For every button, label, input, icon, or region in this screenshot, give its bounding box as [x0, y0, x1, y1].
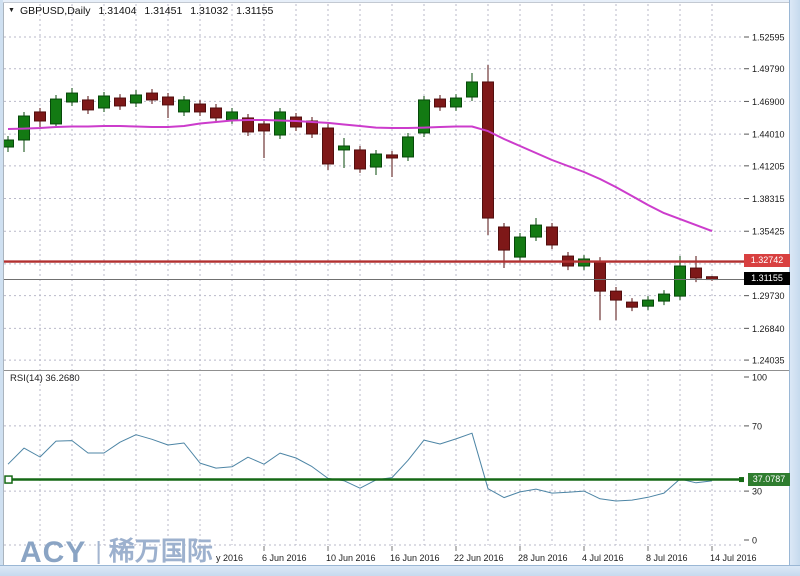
candle-body: [338, 145, 350, 151]
candle-body: [210, 107, 222, 119]
candle-body: [370, 153, 382, 168]
candle-body: [450, 97, 462, 108]
window-scroll-strip-right[interactable]: [789, 0, 800, 576]
date-axis-label: 14 Jul 2016: [710, 553, 757, 563]
rsi-axis-label: 30: [752, 487, 762, 497]
window-border-left: [0, 0, 3, 576]
candle-body: [34, 111, 46, 122]
candle-body: [514, 236, 526, 258]
candle-body: [82, 99, 94, 111]
candle-body: [466, 81, 478, 98]
chart-title: ▼ GBPUSD,Daily 1.31404 1.31451 1.31032 1.…: [8, 5, 278, 17]
price-axis-label: 1.41205: [752, 161, 785, 171]
candle-body: [2, 139, 14, 148]
candle-body: [194, 103, 206, 113]
candle-body: [418, 99, 430, 134]
candle-body: [386, 154, 398, 159]
date-axis-label: 10 Jun 2016: [326, 553, 376, 563]
date-axis-label: y 2016: [216, 553, 243, 563]
rsi-line: [7, 432, 713, 502]
candle-body: [690, 267, 702, 279]
price-axis-label: 1.35425: [752, 227, 785, 237]
candle-body: [594, 260, 606, 292]
logo-acy-text: ACY: [20, 536, 87, 569]
candle-body: [322, 127, 334, 165]
chevron-down-icon[interactable]: ▼: [8, 7, 15, 14]
broker-logo: ACY | 稀万国际: [20, 531, 213, 570]
rsi-hline-right-marker[interactable]: [739, 477, 744, 483]
symbol-timeframe: GBPUSD,Daily: [19, 5, 91, 17]
candle-body: [434, 98, 446, 108]
price-axis-label: 1.49790: [752, 64, 785, 74]
candle-body: [546, 226, 558, 246]
date-axis-label: 8 Jul 2016: [646, 553, 688, 563]
rsi-name: RSI(14): [10, 373, 43, 384]
price-axis-label: 1.44010: [752, 130, 785, 140]
candle-body: [354, 149, 366, 170]
candle-body: [162, 96, 174, 106]
rsi-indicator-label: RSI(14) 36.2680: [10, 373, 80, 384]
rsi-axis-label: 0: [752, 536, 757, 546]
date-axis-label: 6 Jun 2016: [262, 553, 307, 563]
rsi-level-badge: 37.0787: [748, 473, 790, 486]
candle-body: [674, 265, 686, 297]
window-scroll-strip-bottom[interactable]: [0, 565, 800, 576]
candle-body: [242, 117, 254, 133]
price-axis-label: 1.24035: [752, 356, 785, 366]
candle-body: [146, 92, 158, 101]
rsi-value: 36.2680: [45, 373, 80, 384]
candle-body: [274, 111, 286, 136]
candle-body: [626, 301, 638, 308]
candle-body: [258, 123, 270, 132]
rsi-hline-left-marker[interactable]: [4, 475, 13, 484]
candle-body: [98, 95, 110, 109]
date-axis-label: 4 Jul 2016: [582, 553, 624, 563]
price-axis-label: 1.46900: [752, 97, 785, 107]
candle-body: [530, 224, 542, 238]
date-axis-label: 22 Jun 2016: [454, 553, 504, 563]
price-axis-label: 1.26840: [752, 324, 785, 334]
candle-body: [642, 299, 654, 307]
candle-body: [498, 226, 510, 251]
quote-high: 1.31451: [144, 5, 183, 17]
candle-body: [658, 293, 670, 302]
quote-close: 1.31155: [236, 5, 274, 17]
candle-body: [306, 120, 318, 135]
candle-body: [66, 92, 78, 103]
current-price-badge: 1.31155: [744, 272, 790, 285]
candle-body: [482, 81, 494, 219]
price-axis-label: 1.52595: [752, 33, 785, 43]
candle-body: [610, 290, 622, 301]
quote-low: 1.31032: [190, 5, 229, 17]
rsi-axis-label: 70: [752, 421, 762, 431]
candle-body: [226, 111, 238, 121]
candle-body: [114, 97, 126, 107]
candle-body: [178, 99, 190, 113]
logo-divider: |: [95, 537, 102, 565]
date-axis-label: 28 Jun 2016: [518, 553, 568, 563]
price-axis-label: 1.29730: [752, 291, 785, 301]
logo-chinese-name: 稀万国际: [108, 536, 213, 566]
rsi-axis-label: 100: [752, 373, 767, 383]
window-border-top: [0, 0, 800, 3]
quote-open: 1.31404: [98, 5, 137, 17]
candle-body: [50, 98, 62, 125]
price-axis-label: 1.38315: [752, 194, 785, 204]
moving-average-line[interactable]: [7, 119, 713, 233]
date-axis-label: 16 Jun 2016: [390, 553, 440, 563]
candle-body: [130, 94, 142, 104]
resistance-price-badge: 1.32742: [744, 254, 790, 267]
candle-body: [402, 136, 414, 158]
